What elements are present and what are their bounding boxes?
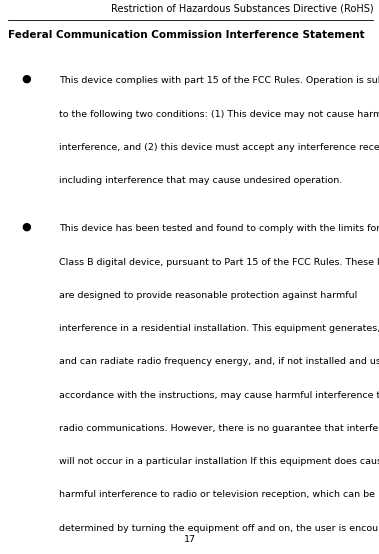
Text: Class B digital device, pursuant to Part 15 of the FCC Rules. These limits: Class B digital device, pursuant to Part… <box>59 258 379 266</box>
Text: including interference that may cause undesired operation.: including interference that may cause un… <box>59 176 342 185</box>
Text: and can radiate radio frequency energy, and, if not installed and used in: and can radiate radio frequency energy, … <box>59 357 379 366</box>
Text: ●: ● <box>21 222 31 232</box>
Text: ●: ● <box>21 74 31 84</box>
Text: interference in a residential installation. This equipment generates, uses,: interference in a residential installati… <box>59 324 379 333</box>
Text: Federal Communication Commission Interference Statement: Federal Communication Commission Interfe… <box>8 30 364 40</box>
Text: This device has been tested and found to comply with the limits for a: This device has been tested and found to… <box>59 224 379 233</box>
Text: accordance with the instructions, may cause harmful interference to: accordance with the instructions, may ca… <box>59 391 379 399</box>
Text: interference, and (2) this device must accept any interference received,: interference, and (2) this device must a… <box>59 143 379 152</box>
Text: will not occur in a particular installation If this equipment does cause: will not occur in a particular installat… <box>59 457 379 466</box>
Text: Restriction of Hazardous Substances Directive (RoHS): Restriction of Hazardous Substances Dire… <box>111 4 373 14</box>
Text: harmful interference to radio or television reception, which can be: harmful interference to radio or televis… <box>59 490 375 499</box>
Text: radio communications. However, there is no guarantee that interference: radio communications. However, there is … <box>59 424 379 433</box>
Text: determined by turning the equipment off and on, the user is encouraged: determined by turning the equipment off … <box>59 524 379 532</box>
Text: 17: 17 <box>183 535 196 544</box>
Text: are designed to provide reasonable protection against harmful: are designed to provide reasonable prote… <box>59 291 357 300</box>
Text: This device complies with part 15 of the FCC Rules. Operation is subject: This device complies with part 15 of the… <box>59 76 379 85</box>
Text: to the following two conditions: (1) This device may not cause harmful: to the following two conditions: (1) Thi… <box>59 110 379 119</box>
